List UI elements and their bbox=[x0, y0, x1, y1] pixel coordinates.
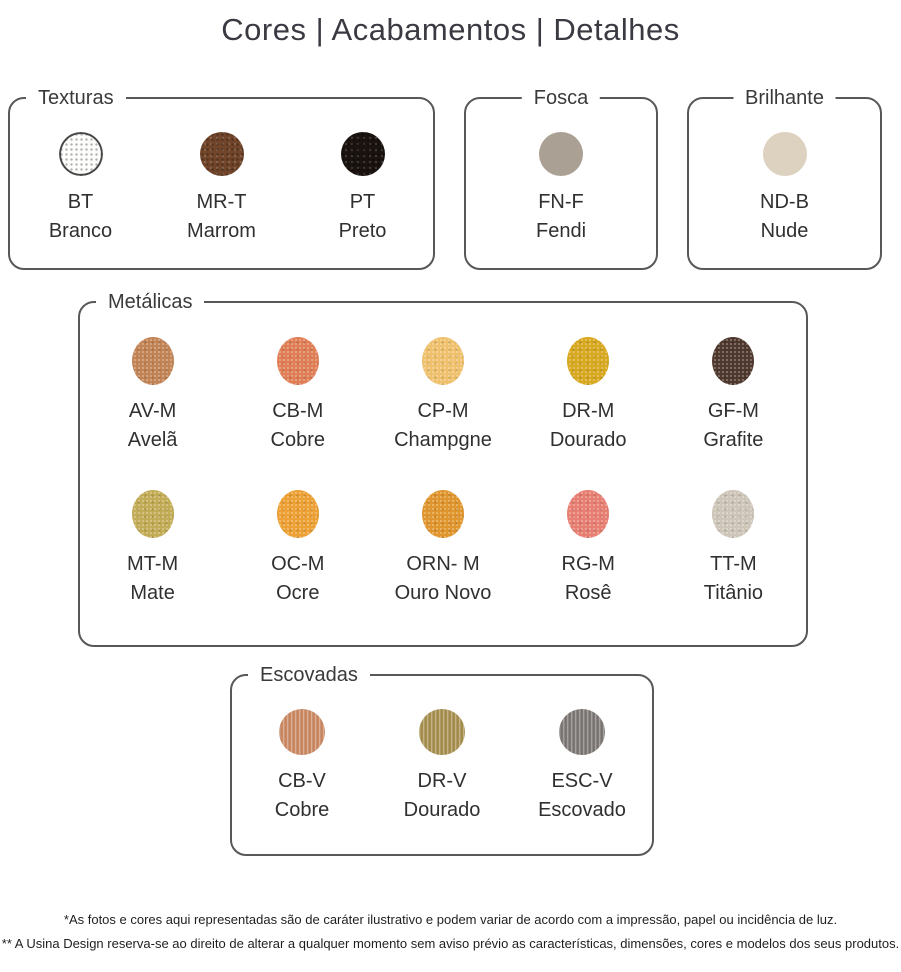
swatch-name: Fendi bbox=[535, 220, 587, 242]
swatch-code: DR-V bbox=[417, 770, 467, 792]
footnote-line-2: ** A Usina Design reserva-se ao direito … bbox=[1, 936, 900, 951]
color-swatch-dot bbox=[567, 490, 610, 538]
swatch-code: PT bbox=[349, 191, 376, 213]
section-label-texturas: Texturas bbox=[26, 85, 126, 111]
swatch-name: Dourado bbox=[549, 429, 627, 451]
swatch-code: CB-V bbox=[278, 770, 326, 792]
swatch-code: OC-M bbox=[271, 553, 325, 575]
color-swatch-dot bbox=[421, 337, 464, 385]
color-swatch-dot bbox=[567, 337, 610, 385]
section-label-fosca: Fosca bbox=[521, 85, 601, 111]
swatch-item: MR-T Marrom bbox=[151, 132, 292, 243]
color-swatch-dot bbox=[712, 337, 755, 385]
swatch-code: ESC-V bbox=[551, 770, 613, 792]
swatch-item: GF-M Grafite bbox=[661, 337, 806, 452]
swatch-item: PT Preto bbox=[292, 132, 433, 243]
section-panel-metalicas: Metálicas AV-M Avelã CB-M Cobre CP-M Cha… bbox=[78, 289, 808, 647]
swatch-item: RG-M Rosê bbox=[516, 490, 661, 605]
color-swatch-dot bbox=[419, 709, 465, 755]
color-swatch-dot bbox=[276, 490, 319, 538]
swatch-item: CB-M Cobre bbox=[225, 337, 370, 452]
swatch-name: Nude bbox=[760, 220, 809, 242]
color-swatch-dot bbox=[58, 132, 103, 176]
swatch-grid-metalicas: AV-M Avelã CB-M Cobre CP-M Champgne DR-M… bbox=[80, 303, 806, 605]
swatch-name: Rosê bbox=[564, 582, 612, 604]
section-label-metalicas: Metálicas bbox=[96, 289, 205, 315]
page-title: Cores | Acabamentos | Detalhes bbox=[221, 12, 680, 47]
color-swatch-dot bbox=[279, 709, 325, 755]
swatch-item: DR-V Dourado bbox=[372, 709, 512, 822]
swatch-name: Titânio bbox=[703, 582, 764, 604]
swatch-name: Dourado bbox=[403, 799, 481, 821]
swatch-item: ORN- M Ouro Novo bbox=[370, 490, 515, 605]
swatch-name: Escovado bbox=[538, 799, 626, 821]
color-swatch-dot bbox=[340, 132, 385, 176]
swatch-grid-brilhante: ND-B Nude bbox=[689, 99, 880, 243]
swatch-code: AV-M bbox=[128, 400, 177, 422]
swatch-name: Cobre bbox=[270, 429, 326, 451]
swatch-grid-texturas: BT Branco MR-T Marrom PT Preto bbox=[10, 99, 433, 243]
section-label-brilhante: Brilhante bbox=[733, 85, 836, 111]
swatch-item: DR-M Dourado bbox=[516, 337, 661, 452]
section-panel-fosca: Fosca FN-F Fendi bbox=[464, 85, 658, 270]
section-panel-brilhante: Brilhante ND-B Nude bbox=[687, 85, 882, 270]
swatch-item: ESC-V Escovado bbox=[512, 709, 652, 822]
swatch-item: FN-F Fendi bbox=[466, 132, 656, 243]
swatch-code: FN-F bbox=[538, 191, 584, 213]
swatch-name: Ocre bbox=[276, 582, 320, 604]
swatch-item: AV-M Avelã bbox=[80, 337, 225, 452]
color-swatch-dot bbox=[421, 490, 464, 538]
swatch-name: Ouro Novo bbox=[394, 582, 492, 604]
swatch-code: TT-M bbox=[710, 553, 757, 575]
swatch-item: MT-M Mate bbox=[80, 490, 225, 605]
footnotes: *As fotos e cores aqui representadas são… bbox=[0, 908, 901, 956]
swatch-name: Marrom bbox=[187, 220, 256, 242]
swatch-name: Branco bbox=[48, 220, 113, 242]
section-label-escovadas: Escovadas bbox=[248, 662, 370, 688]
swatch-grid-fosca: FN-F Fendi bbox=[466, 99, 656, 243]
swatch-code: CP-M bbox=[417, 400, 469, 422]
swatch-code: ND-B bbox=[760, 191, 809, 213]
swatch-code: CB-M bbox=[272, 400, 324, 422]
color-swatch-dot bbox=[762, 132, 807, 176]
swatch-item: OC-M Ocre bbox=[225, 490, 370, 605]
swatch-item: CP-M Champgne bbox=[370, 337, 515, 452]
swatch-name: Grafite bbox=[703, 429, 764, 451]
swatch-name: Preto bbox=[338, 220, 387, 242]
swatch-item: BT Branco bbox=[10, 132, 151, 243]
swatch-code: MT-M bbox=[127, 553, 179, 575]
swatch-grid-escovadas: CB-V Cobre DR-V Dourado ESC-V Escovado bbox=[232, 676, 652, 822]
color-swatch-dot bbox=[539, 132, 583, 176]
color-swatch-dot bbox=[559, 709, 605, 755]
section-panel-escovadas: Escovadas CB-V Cobre DR-V Dourado ESC-V … bbox=[230, 662, 654, 856]
swatch-item: ND-B Nude bbox=[689, 132, 880, 243]
swatch-code: RG-M bbox=[561, 553, 615, 575]
swatch-code: ORN- M bbox=[406, 553, 480, 575]
swatch-item: TT-M Titânio bbox=[661, 490, 806, 605]
color-swatch-dot bbox=[276, 337, 319, 385]
swatch-name: Avelã bbox=[127, 429, 178, 451]
swatch-code: DR-M bbox=[562, 400, 615, 422]
swatch-code: MR-T bbox=[196, 191, 247, 213]
color-swatch-dot bbox=[131, 337, 174, 385]
swatch-code: BT bbox=[67, 191, 94, 213]
footnote-line-1: *As fotos e cores aqui representadas são… bbox=[63, 912, 838, 927]
swatch-name: Mate bbox=[130, 582, 175, 604]
swatch-code: GF-M bbox=[707, 400, 759, 422]
color-swatch-dot bbox=[199, 132, 244, 176]
color-swatch-dot bbox=[712, 490, 755, 538]
section-panel-texturas: Texturas BT Branco MR-T Marrom PT Preto bbox=[8, 85, 435, 270]
swatch-name: Cobre bbox=[274, 799, 330, 821]
color-swatch-dot bbox=[131, 490, 174, 538]
swatch-item: CB-V Cobre bbox=[232, 709, 372, 822]
swatch-name: Champgne bbox=[394, 429, 492, 451]
